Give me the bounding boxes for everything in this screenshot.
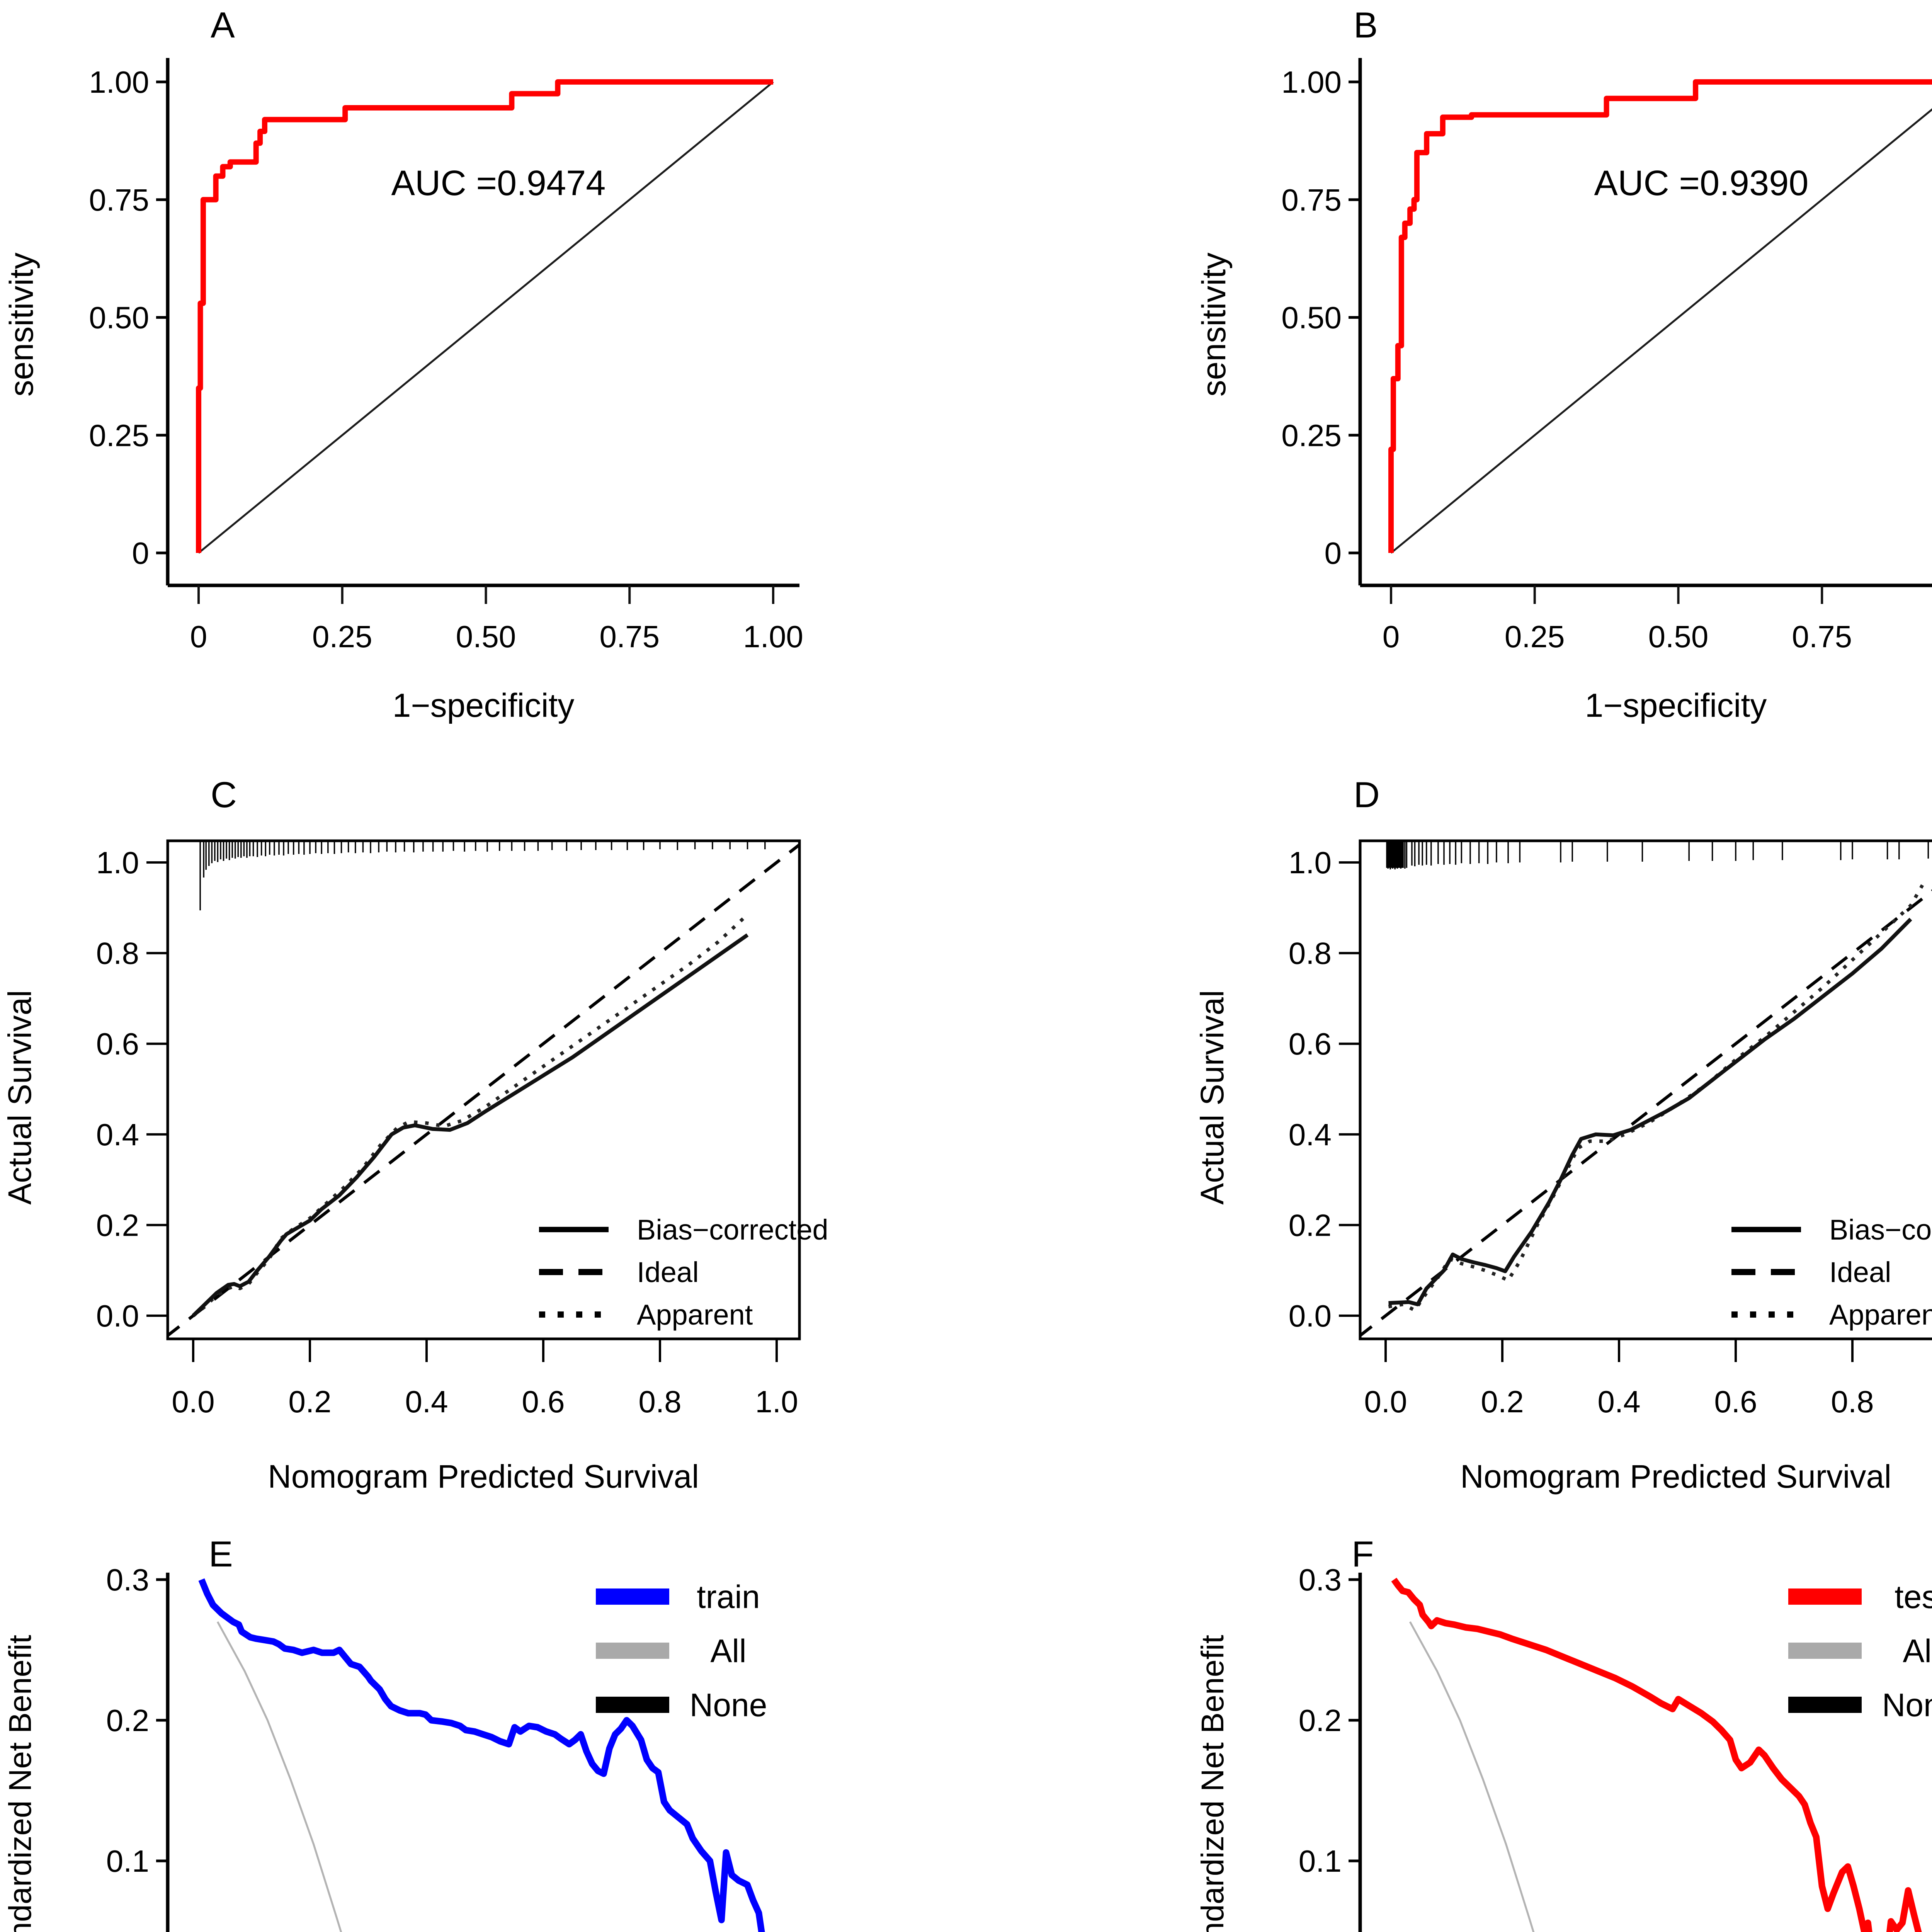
svg-text:0.4: 0.4 [405, 1384, 448, 1419]
dca-test-chart: 00.20.40.60.81.000.10.20.3High Risk Thre… [1195, 1563, 1932, 1932]
svg-text:0.4: 0.4 [1289, 1117, 1332, 1152]
svg-text:0.25: 0.25 [312, 619, 372, 654]
roc-test-chart: 00.250.500.751.0000.250.500.751.001−spec… [1196, 58, 1932, 724]
svg-text:0.4: 0.4 [96, 1117, 139, 1152]
svg-text:Nomogram Predicted Survival: Nomogram Predicted Survival [1460, 1458, 1891, 1495]
svg-text:All: All [1903, 1633, 1932, 1669]
svg-text:0.1: 0.1 [1299, 1844, 1342, 1878]
svg-text:0.6: 0.6 [96, 1027, 139, 1061]
svg-text:0: 0 [1383, 619, 1400, 654]
svg-text:0.2: 0.2 [1481, 1384, 1524, 1419]
svg-text:0.25: 0.25 [89, 418, 149, 452]
panel-label-c: C [211, 774, 237, 815]
panel-e-dca-train: E 00.20.40.60.81.000.10.20.3High Risk Th… [0, 1515, 1006, 1932]
svg-text:Apparent: Apparent [637, 1299, 753, 1331]
svg-text:0.2: 0.2 [106, 1703, 149, 1738]
svg-text:0.50: 0.50 [1648, 619, 1709, 654]
panel-label-e: E [209, 1534, 233, 1574]
svg-text:1.00: 1.00 [89, 65, 149, 99]
svg-text:None: None [1882, 1687, 1932, 1723]
svg-text:Ideal: Ideal [637, 1256, 699, 1288]
svg-text:Actual Survival: Actual Survival [2, 990, 38, 1205]
svg-text:Ideal: Ideal [1829, 1256, 1891, 1288]
svg-text:All: All [710, 1633, 746, 1669]
svg-text:0.50: 0.50 [89, 301, 149, 335]
svg-text:1−specificity: 1−specificity [393, 687, 575, 724]
calibration-test-chart: 0.00.20.40.60.81.00.00.20.40.60.81.0Nomo… [1194, 839, 1932, 1495]
svg-text:0: 0 [132, 536, 150, 570]
svg-text:0.0: 0.0 [1289, 1299, 1332, 1333]
svg-text:standardized Net Benefit: standardized Net Benefit [1195, 1635, 1230, 1932]
svg-text:0.75: 0.75 [1792, 619, 1852, 654]
svg-text:0.50: 0.50 [456, 619, 516, 654]
svg-text:1.0: 1.0 [755, 1384, 798, 1419]
svg-text:train: train [697, 1578, 760, 1615]
panel-label-f: F [1352, 1534, 1374, 1574]
svg-text:sensitivity: sensitivity [3, 253, 40, 397]
svg-text:0.0: 0.0 [1364, 1384, 1407, 1419]
svg-text:0: 0 [190, 619, 207, 654]
svg-text:0.50: 0.50 [1281, 301, 1342, 335]
svg-text:0.6: 0.6 [1714, 1384, 1757, 1419]
svg-text:0.3: 0.3 [1299, 1563, 1342, 1597]
svg-text:Nomogram Predicted Survival: Nomogram Predicted Survival [268, 1458, 699, 1495]
svg-text:0.8: 0.8 [1289, 936, 1332, 971]
svg-text:0.4: 0.4 [1597, 1384, 1640, 1419]
roc-train-chart: 0 0.25 0.50 0.75 1.00 0 0.25 0.50 0.75 1.00 1−spec… [3, 58, 803, 724]
svg-text:0.75: 0.75 [89, 183, 149, 217]
panel-a-roc-train: A 0 0.25 0.50 0.75 1.00 0 0.25 0.50 0.75 1.00 1−sp… [0, 0, 1006, 757]
svg-text:1.0: 1.0 [1289, 845, 1332, 880]
svg-text:0.0: 0.0 [96, 1299, 139, 1333]
svg-text:1.00: 1.00 [743, 619, 803, 654]
svg-text:0.3: 0.3 [106, 1563, 149, 1597]
svg-text:0.25: 0.25 [1281, 418, 1342, 452]
dca-train-chart: 00.20.40.60.81.000.10.20.3High Risk Thre… [3, 1563, 767, 1932]
svg-text:Bias−corrected: Bias−corrected [1829, 1214, 1932, 1246]
svg-text:0.2: 0.2 [288, 1384, 331, 1419]
svg-text:standardized Net Benefit: standardized Net Benefit [3, 1635, 38, 1932]
svg-text:1−specificity: 1−specificity [1585, 687, 1767, 724]
svg-text:0.2: 0.2 [1299, 1703, 1342, 1738]
svg-text:0.75: 0.75 [599, 619, 660, 654]
svg-text:AUC =0.9390: AUC =0.9390 [1594, 163, 1809, 203]
svg-text:AUC =0.9474: AUC =0.9474 [391, 163, 606, 203]
svg-text:0.0: 0.0 [172, 1384, 214, 1419]
svg-text:Apparent: Apparent [1829, 1299, 1932, 1331]
svg-text:0.2: 0.2 [1289, 1208, 1332, 1242]
svg-text:0.6: 0.6 [522, 1384, 565, 1419]
svg-text:0: 0 [1325, 536, 1342, 570]
svg-text:1.0: 1.0 [96, 845, 139, 880]
svg-text:0.6: 0.6 [1289, 1027, 1332, 1061]
svg-text:Actual Survival: Actual Survival [1194, 990, 1230, 1205]
svg-text:Bias−corrected: Bias−corrected [637, 1214, 828, 1246]
svg-text:0.75: 0.75 [1281, 183, 1342, 217]
svg-text:0.2: 0.2 [96, 1208, 139, 1242]
svg-text:None: None [690, 1687, 767, 1723]
svg-text:test: test [1895, 1578, 1932, 1615]
svg-text:1.00: 1.00 [1281, 65, 1342, 99]
panel-label-b: B [1354, 5, 1378, 45]
svg-text:0.8: 0.8 [96, 936, 139, 971]
panel-c-calibration-train: C 0.0 0.2 0.4 0.6 0.8 1.0 0.0 0.2 0.4 0.6 0.8 1.0 No… [0, 757, 1006, 1515]
panel-label-a: A [211, 5, 235, 45]
calibration-train-chart: 0.0 0.2 0.4 0.6 0.8 1.0 0.0 0.2 0.4 0.6 0.8 1.0 Nomo… [2, 839, 828, 1495]
svg-text:0.8: 0.8 [1831, 1384, 1874, 1419]
svg-text:sensitivity: sensitivity [1196, 253, 1233, 397]
svg-text:0.8: 0.8 [638, 1384, 681, 1419]
panel-label-d: D [1354, 774, 1380, 815]
panel-d-calibration-test: D 0.00.20.40.60.81.00.00.20.40.60.81.0No… [1006, 757, 1932, 1515]
svg-text:0.1: 0.1 [106, 1844, 149, 1878]
panel-b-roc-test: B 00.250.500.751.0000.250.500.751.001−sp… [1006, 0, 1932, 757]
svg-text:0.25: 0.25 [1505, 619, 1565, 654]
panel-f-dca-test: F 00.20.40.60.81.000.10.20.3High Risk Th… [1006, 1515, 1932, 1932]
